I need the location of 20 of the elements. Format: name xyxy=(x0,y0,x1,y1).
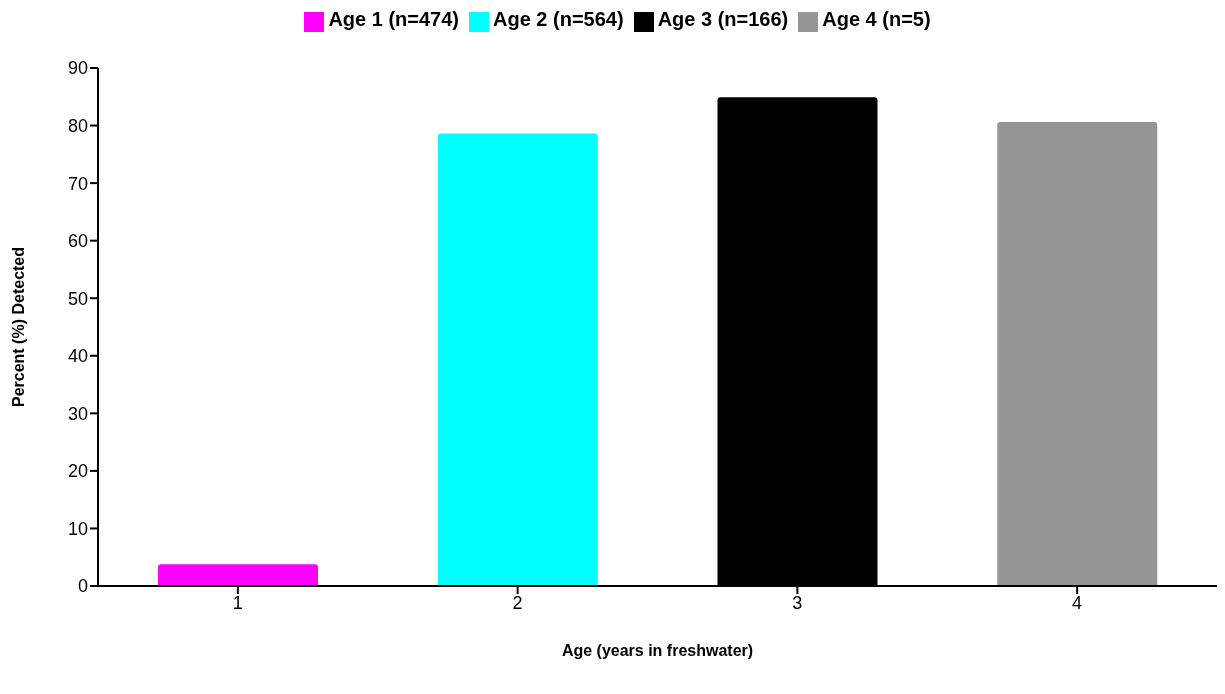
y-tick-label: 60 xyxy=(67,231,88,252)
x-tick-label: 4 xyxy=(1072,592,1083,613)
legend-label: Age 2 (n=564) xyxy=(493,8,624,30)
y-tick-label: 20 xyxy=(67,461,88,482)
legend-label: Age 3 (n=166) xyxy=(657,8,789,30)
y-tick-label: 70 xyxy=(67,173,88,194)
legend-label: Age 1 (n=474) xyxy=(328,8,460,30)
x-axis-title: Age (years in freshwater) xyxy=(561,642,754,659)
y-tick-label: 10 xyxy=(67,518,88,539)
y-axis-title: Percent (%) Detected xyxy=(9,246,27,408)
y-tick-label: 80 xyxy=(67,115,88,136)
x-tick-label: 2 xyxy=(512,592,523,613)
y-tick-label: 90 xyxy=(67,58,88,79)
y-tick-label: 40 xyxy=(67,346,88,367)
y-tick-label: 30 xyxy=(67,403,88,424)
y-tick-label: 0 xyxy=(77,576,88,597)
y-tick-label: 50 xyxy=(67,288,88,309)
legend-label: Age 4 (n=5) xyxy=(822,8,931,30)
x-tick-label: 1 xyxy=(232,592,243,613)
x-tick-label: 3 xyxy=(792,592,803,613)
